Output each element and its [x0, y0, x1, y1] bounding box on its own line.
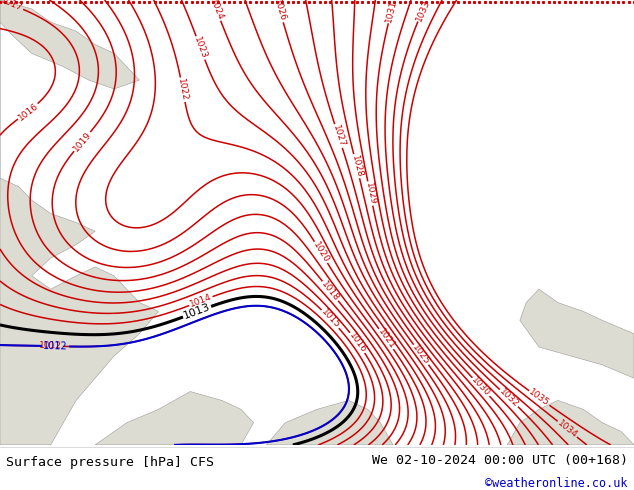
Text: 1015: 1015 — [319, 308, 342, 330]
Text: 1019: 1019 — [71, 130, 93, 153]
Text: ©weatheronline.co.uk: ©weatheronline.co.uk — [485, 477, 628, 490]
Polygon shape — [0, 0, 139, 89]
Text: 1027: 1027 — [331, 124, 346, 148]
Text: 1013: 1013 — [182, 302, 212, 321]
Text: 1021: 1021 — [376, 327, 396, 351]
Text: 1032: 1032 — [498, 387, 521, 409]
Text: 1016: 1016 — [16, 101, 40, 122]
Polygon shape — [0, 0, 158, 445]
Text: 1033: 1033 — [414, 0, 431, 23]
Text: We 02-10-2024 00:00 UTC (00+168): We 02-10-2024 00:00 UTC (00+168) — [372, 454, 628, 467]
Text: 1017: 1017 — [0, 0, 24, 13]
Text: 1012: 1012 — [39, 342, 62, 351]
Text: 1016: 1016 — [347, 331, 368, 355]
Text: 1026: 1026 — [272, 0, 287, 23]
Text: 1023: 1023 — [192, 36, 209, 60]
Text: 1014: 1014 — [188, 293, 213, 309]
Text: 1031: 1031 — [384, 0, 398, 24]
Polygon shape — [520, 289, 634, 378]
Text: 1024: 1024 — [208, 0, 224, 22]
Text: Surface pressure [hPa] CFS: Surface pressure [hPa] CFS — [6, 457, 214, 469]
Polygon shape — [95, 392, 254, 445]
Text: 1028: 1028 — [349, 154, 364, 178]
Polygon shape — [507, 400, 634, 445]
Text: 1018: 1018 — [320, 279, 341, 303]
Text: 1030: 1030 — [470, 375, 492, 398]
Polygon shape — [266, 400, 393, 445]
Text: 1035: 1035 — [527, 388, 551, 409]
Text: 1025: 1025 — [411, 343, 432, 367]
Text: 1012: 1012 — [43, 341, 68, 351]
Text: 1020: 1020 — [311, 240, 331, 265]
Text: 1029: 1029 — [363, 181, 377, 206]
Text: 1034: 1034 — [555, 418, 579, 440]
Text: 1022: 1022 — [176, 78, 189, 102]
